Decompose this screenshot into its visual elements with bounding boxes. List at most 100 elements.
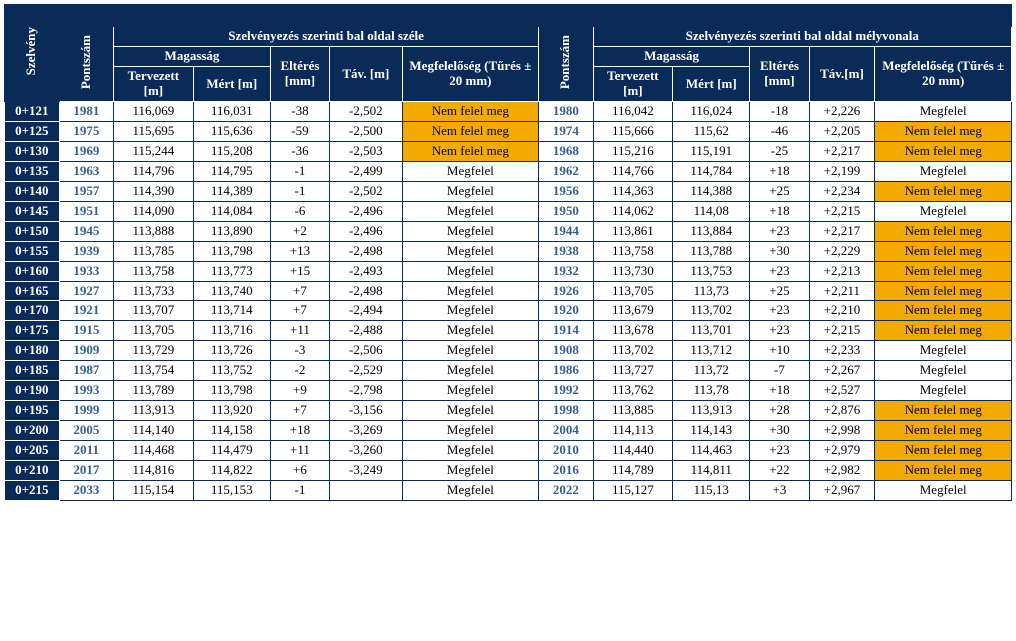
cell-mert-right: 114,463 bbox=[673, 441, 750, 461]
table-row: 0+1301969115,244115,208-36-2,503Nem fele… bbox=[5, 141, 1012, 161]
cell-terv-left: 113,888 bbox=[114, 221, 194, 241]
cell-elt-left: +11 bbox=[270, 441, 329, 461]
cell-pont-left: 1975 bbox=[59, 122, 114, 142]
cell-tav-left: -3,249 bbox=[329, 460, 402, 480]
cell-elt-right: -46 bbox=[750, 122, 809, 142]
cell-mert-right: 114,08 bbox=[673, 201, 750, 221]
cell-tav-left: -2,502 bbox=[329, 102, 402, 122]
cell-terv-right: 114,440 bbox=[593, 441, 673, 461]
cell-status-left: Nem felel meg bbox=[402, 122, 538, 142]
hdr-mert-left: Mért [m] bbox=[193, 67, 270, 102]
cell-pont-left: 2017 bbox=[59, 460, 114, 480]
cell-terv-right: 115,666 bbox=[593, 122, 673, 142]
cell-terv-right: 113,702 bbox=[593, 341, 673, 361]
cell-tav-right: +2,527 bbox=[809, 381, 875, 401]
cell-tav-right: +2,998 bbox=[809, 421, 875, 441]
cell-mert-left: 113,716 bbox=[193, 321, 270, 341]
cell-elt-right: +18 bbox=[750, 201, 809, 221]
cell-tav-right: +2,226 bbox=[809, 102, 875, 122]
hdr-meg-left: Megfelelőség (Tűrés ± 20 mm) bbox=[402, 46, 538, 101]
cell-szelveny: 0+155 bbox=[5, 241, 60, 261]
table-row: 0+1251975115,695115,636-59-2,500Nem fele… bbox=[5, 122, 1012, 142]
cell-terv-right: 115,127 bbox=[593, 480, 673, 500]
cell-tav-right: +2,979 bbox=[809, 441, 875, 461]
cell-mert-right: 113,73 bbox=[673, 281, 750, 301]
cell-pont-right: 1938 bbox=[539, 241, 594, 261]
cell-status-right: Megfelel bbox=[875, 361, 1012, 381]
cell-status-left: Megfelel bbox=[402, 381, 538, 401]
table-row: 0+2152033115,154115,153-1Megfelel2022115… bbox=[5, 480, 1012, 500]
cell-szelveny: 0+185 bbox=[5, 361, 60, 381]
cell-terv-left: 115,154 bbox=[114, 480, 194, 500]
hdr-group-right: Szelvényezés szerinti bal oldal mélyvona… bbox=[593, 27, 1011, 47]
cell-terv-right: 113,678 bbox=[593, 321, 673, 341]
hdr-meg-right: Megfelelőség (Tűrés ± 20 mm) bbox=[875, 46, 1012, 101]
cell-pont-right: 1962 bbox=[539, 161, 594, 181]
cell-elt-right: -18 bbox=[750, 102, 809, 122]
table-row: 0+1451951114,090114,084-6-2,496Megfelel1… bbox=[5, 201, 1012, 221]
cell-mert-left: 116,031 bbox=[193, 102, 270, 122]
cell-elt-left: -1 bbox=[270, 161, 329, 181]
cell-tav-right: +2,234 bbox=[809, 181, 875, 201]
table-row: 0+1901993113,789113,798+9-2,798Megfelel1… bbox=[5, 381, 1012, 401]
table-row: 0+1401957114,390114,389-1-2,502Megfelel1… bbox=[5, 181, 1012, 201]
cell-status-right: Nem felel meg bbox=[875, 321, 1012, 341]
hdr-terv-right: Tervezett [m] bbox=[593, 67, 673, 102]
cell-terv-left: 114,468 bbox=[114, 441, 194, 461]
cell-status-right: Nem felel meg bbox=[875, 261, 1012, 281]
cell-mert-right: 113,712 bbox=[673, 341, 750, 361]
cell-status-left: Megfelel bbox=[402, 221, 538, 241]
table-row: 0+1211981116,069116,031-38-2,502Nem fele… bbox=[5, 102, 1012, 122]
table-body: 0+1211981116,069116,031-38-2,502Nem fele… bbox=[5, 102, 1012, 501]
cell-pont-left: 1957 bbox=[59, 181, 114, 201]
cell-pont-left: 1963 bbox=[59, 161, 114, 181]
cell-status-right: Nem felel meg bbox=[875, 181, 1012, 201]
cell-elt-left: -2 bbox=[270, 361, 329, 381]
cell-tav-left: -2,498 bbox=[329, 241, 402, 261]
cell-elt-right: +3 bbox=[750, 480, 809, 500]
cell-pont-right: 1974 bbox=[539, 122, 594, 142]
cell-szelveny: 0+145 bbox=[5, 201, 60, 221]
cell-status-right: Nem felel meg bbox=[875, 221, 1012, 241]
cell-elt-left: +11 bbox=[270, 321, 329, 341]
cell-elt-right: -25 bbox=[750, 141, 809, 161]
cell-status-left: Nem felel meg bbox=[402, 102, 538, 122]
cell-elt-left: -38 bbox=[270, 102, 329, 122]
cell-tav-right: +2,267 bbox=[809, 361, 875, 381]
cell-mert-right: 115,191 bbox=[673, 141, 750, 161]
cell-terv-right: 113,705 bbox=[593, 281, 673, 301]
cell-status-left: Megfelel bbox=[402, 361, 538, 381]
cell-terv-left: 114,090 bbox=[114, 201, 194, 221]
table-row: 0+2002005114,140114,158+18-3,269Megfelel… bbox=[5, 421, 1012, 441]
hdr-terv-left: Tervezett [m] bbox=[114, 67, 194, 102]
cell-szelveny: 0+210 bbox=[5, 460, 60, 480]
cell-pont-right: 1908 bbox=[539, 341, 594, 361]
cell-szelveny: 0+170 bbox=[5, 301, 60, 321]
cell-pont-left: 1939 bbox=[59, 241, 114, 261]
cell-mert-left: 113,798 bbox=[193, 241, 270, 261]
cell-tav-right: +2,213 bbox=[809, 261, 875, 281]
hdr-pont-left: Pontszám bbox=[59, 27, 114, 102]
cell-szelveny: 0+121 bbox=[5, 102, 60, 122]
cell-elt-left: +13 bbox=[270, 241, 329, 261]
cell-mert-right: 115,62 bbox=[673, 122, 750, 142]
cell-terv-left: 115,244 bbox=[114, 141, 194, 161]
cell-status-left: Megfelel bbox=[402, 460, 538, 480]
cell-status-right: Megfelel bbox=[875, 102, 1012, 122]
cell-terv-left: 113,785 bbox=[114, 241, 194, 261]
table-row: 0+1801909113,729113,726-3-2,506Megfelel1… bbox=[5, 341, 1012, 361]
cell-szelveny: 0+215 bbox=[5, 480, 60, 500]
cell-terv-left: 115,695 bbox=[114, 122, 194, 142]
cell-tav-right: +2,215 bbox=[809, 201, 875, 221]
cell-tav-left: -2,798 bbox=[329, 381, 402, 401]
cell-tav-right: +2,982 bbox=[809, 460, 875, 480]
cell-tav-left: -3,156 bbox=[329, 401, 402, 421]
cell-szelveny: 0+130 bbox=[5, 141, 60, 161]
cell-terv-right: 113,762 bbox=[593, 381, 673, 401]
cell-status-right: Megfelel bbox=[875, 341, 1012, 361]
cell-tav-left: -2,496 bbox=[329, 201, 402, 221]
cell-tav-right: +2,229 bbox=[809, 241, 875, 261]
cell-mert-left: 115,208 bbox=[193, 141, 270, 161]
cell-elt-left: -1 bbox=[270, 181, 329, 201]
cell-status-right: Nem felel meg bbox=[875, 281, 1012, 301]
